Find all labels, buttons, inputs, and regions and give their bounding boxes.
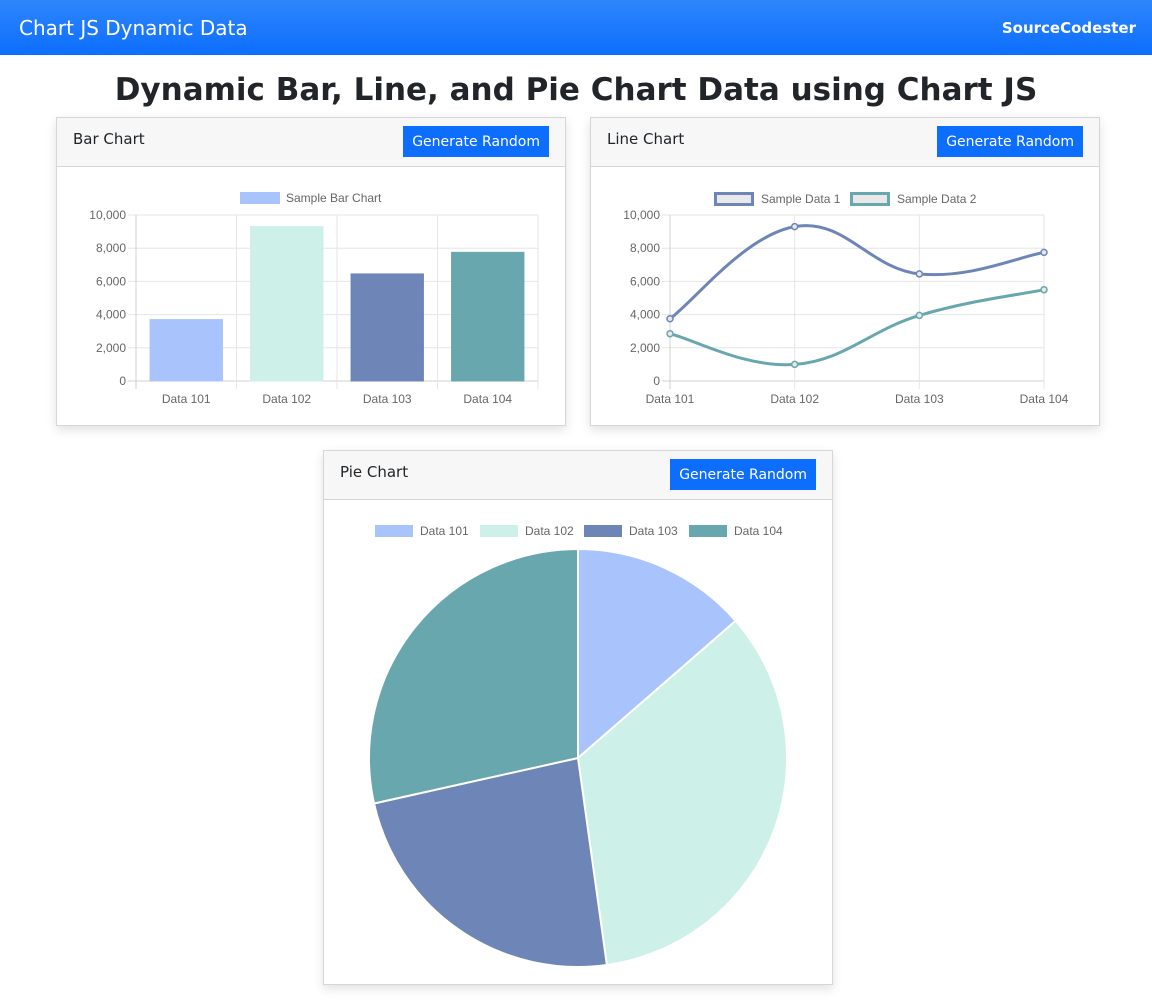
x-tick-label: Data 102 [262,392,311,406]
y-tick-label: 6,000 [630,274,660,288]
data-point [790,222,799,231]
y-tick-label: 8,000 [630,241,660,255]
data-point [666,329,674,338]
navbar-brand[interactable]: Chart JS Dynamic Data [19,15,248,40]
legend-label: Sample Bar Chart [286,191,382,205]
y-tick-label: 0 [119,374,126,388]
y-tick-label: 2,000 [630,341,660,355]
pie-chart-card-header: Pie Chart Generate Random [324,451,832,500]
data-point [915,311,924,320]
x-tick-label: Data 102 [770,392,819,406]
bar-chart-body: Sample Bar Chart 0 2,000 4,000 6,000 8,000 10,… [57,167,565,430]
legend-swatch [480,525,518,537]
pie-chart-body: Data 101 Data 102 Data 103 Data 104 [324,500,832,989]
bar-generate-random-button[interactable]: Generate Random [403,126,549,157]
legend-swatch [240,192,280,204]
pie-slice-2 [576,619,788,967]
legend-label: Sample Data 1 [761,192,841,206]
bar-4 [451,251,525,382]
legend-label: Data 101 [420,524,469,538]
x-tick-label: Data 104 [1020,392,1069,406]
x-tick-label: Data 103 [363,392,412,406]
x-tick-label: Data 101 [162,392,211,406]
y-tick-label: 0 [653,374,660,388]
legend-label: Data 103 [629,524,678,538]
series-line-1 [669,224,1045,320]
data-point [790,360,799,369]
bar-1 [149,319,223,382]
pie-chart-card: Pie Chart Generate Random Data 101 Data 1… [323,450,833,985]
y-tick-label: 4,000 [96,308,126,322]
pie-slice-4 [368,547,579,805]
bar-chart-card-title: Bar Chart [73,130,145,148]
line-chart: Sample Data 1 Sample Data 2 0 2,000 4,000 6,0… [623,192,1069,406]
bar-3 [350,273,424,382]
x-tick-label: Data 101 [646,392,695,406]
bar-chart: Sample Bar Chart 0 2,000 4,000 6,000 8,000 10,… [89,191,539,406]
y-tick-label: 10,000 [89,208,126,222]
legend-label: Data 102 [525,524,574,538]
bar-2 [250,226,324,382]
sourcecodester-link[interactable]: SourceCodester [1001,18,1136,37]
data-point [1040,285,1048,294]
pie-generate-random-button[interactable]: Generate Random [670,459,816,490]
bar-chart-card: Bar Chart Generate Random Sample Bar Cha… [56,117,566,426]
line-chart-body: Sample Data 1 Sample Data 2 0 2,000 4,000 6,0… [591,167,1099,430]
page-title: Dynamic Bar, Line, and Pie Chart Data us… [114,72,1038,108]
legend-label: Sample Data 2 [897,192,977,206]
data-point [915,270,924,278]
legend-label: Data 104 [734,524,783,538]
y-tick-label: 6,000 [96,274,126,288]
series-line-2 [669,288,1045,367]
y-tick-label: 10,000 [623,208,660,222]
line-chart-card-header: Line Chart Generate Random [591,118,1099,167]
y-tick-label: 2,000 [96,341,126,355]
bar-chart-card-header: Bar Chart Generate Random [57,118,565,167]
pie-slice-1 [577,547,738,761]
pie-chart-card-title: Pie Chart [340,463,409,481]
legend-swatch [714,192,754,206]
y-tick-label: 8,000 [96,241,126,255]
line-chart-card: Line Chart Generate Random Sample Data 1… [590,117,1100,426]
navbar: Chart JS Dynamic Data SourceCodester [0,0,1152,55]
data-point [1040,248,1048,257]
legend-swatch [689,525,727,537]
legend-swatch [375,525,413,537]
pie-chart: Data 101 Data 102 Data 103 Data 104 [368,524,788,968]
x-tick-label: Data 104 [463,392,512,406]
legend-swatch [850,192,890,206]
y-tick-label: 4,000 [630,308,660,322]
line-chart-card-title: Line Chart [607,130,685,148]
legend-swatch [584,525,622,537]
data-point [666,315,674,323]
x-tick-label: Data 103 [895,392,944,406]
pie-slice-3 [372,756,609,968]
line-generate-random-button[interactable]: Generate Random [937,126,1083,157]
